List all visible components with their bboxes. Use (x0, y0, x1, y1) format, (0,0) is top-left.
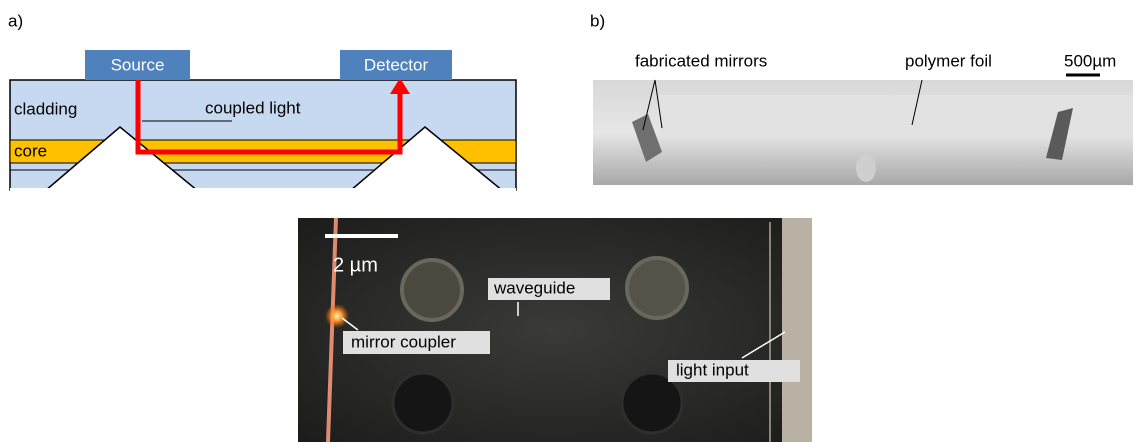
glow (325, 304, 349, 328)
foil-label: polymer foil (905, 51, 992, 70)
hole (393, 373, 453, 433)
panel-b: b) fabricated mirrors polymer foil 500µm (590, 11, 1133, 185)
detector-label: Detector (364, 55, 429, 74)
waveguide-label: waveguide (493, 278, 575, 297)
cladding-label: cladding (14, 99, 77, 118)
mirror-coupler-label: mirror coupler (351, 332, 456, 351)
panel-label: b) (590, 11, 605, 30)
source-label: Source (111, 55, 165, 74)
bump (856, 154, 876, 182)
hole (402, 260, 462, 320)
coupled-light-label: coupled light (205, 98, 301, 117)
figure: a) Source Detector cladding coupled ligh… (0, 0, 1136, 442)
panel-label: a) (8, 11, 23, 30)
mirrors-label: fabricated mirrors (635, 51, 767, 70)
scale-label: 2 µm (333, 254, 378, 276)
panel-a: a) Source Detector cladding coupled ligh… (8, 11, 516, 192)
photo (298, 218, 812, 442)
base (10, 188, 516, 192)
edge (782, 218, 812, 442)
hole (627, 258, 687, 318)
scale-label: 500µm (1064, 51, 1116, 70)
panel-c: 2 µm waveguide mirror coupler light inpu… (298, 218, 812, 442)
core-label: core (14, 141, 47, 160)
light-input-label: light input (676, 360, 749, 379)
